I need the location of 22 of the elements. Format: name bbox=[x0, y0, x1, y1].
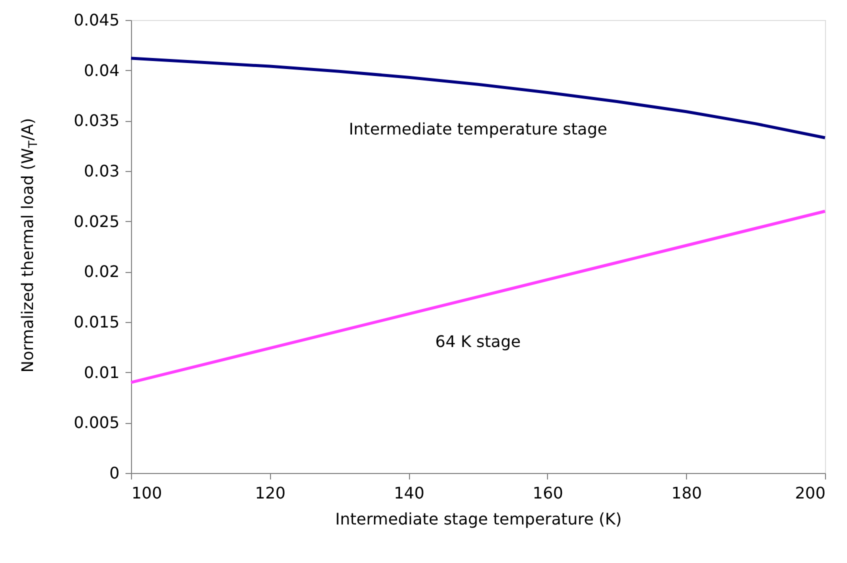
y-tick-label: 0.04 bbox=[84, 60, 120, 80]
x-tick-label: 160 bbox=[532, 484, 564, 502]
y-tick-label: 0 bbox=[109, 464, 120, 482]
y-tick-label: 0.025 bbox=[74, 212, 120, 231]
x-tick-label: 180 bbox=[671, 484, 702, 502]
x-axis-title: Intermediate stage temperature (K) bbox=[335, 510, 622, 528]
x-tick-label: 140 bbox=[394, 484, 424, 502]
y-tick-label: 0.03 bbox=[84, 162, 120, 180]
x-tick-label: 200 bbox=[794, 484, 826, 502]
series-label: Intermediate temperature stage bbox=[348, 119, 608, 138]
line-series bbox=[130, 210, 826, 384]
y-tick-label: 0.035 bbox=[74, 111, 120, 130]
line-series bbox=[130, 56, 826, 140]
y-axis-title: Normalized thermal load (WT/A) bbox=[18, 118, 40, 373]
y-tick-label: 0.015 bbox=[74, 312, 120, 332]
x-tick-label: 120 bbox=[255, 484, 286, 502]
series-label: 64 K stage bbox=[435, 332, 521, 351]
y-tick-label: 0.005 bbox=[74, 413, 120, 432]
y-tick-label: 0.045 bbox=[74, 10, 120, 30]
x-tick-label: 100 bbox=[132, 484, 162, 502]
y-tick-label: 0.02 bbox=[84, 262, 120, 282]
y-tick-label: 0.01 bbox=[84, 362, 120, 382]
